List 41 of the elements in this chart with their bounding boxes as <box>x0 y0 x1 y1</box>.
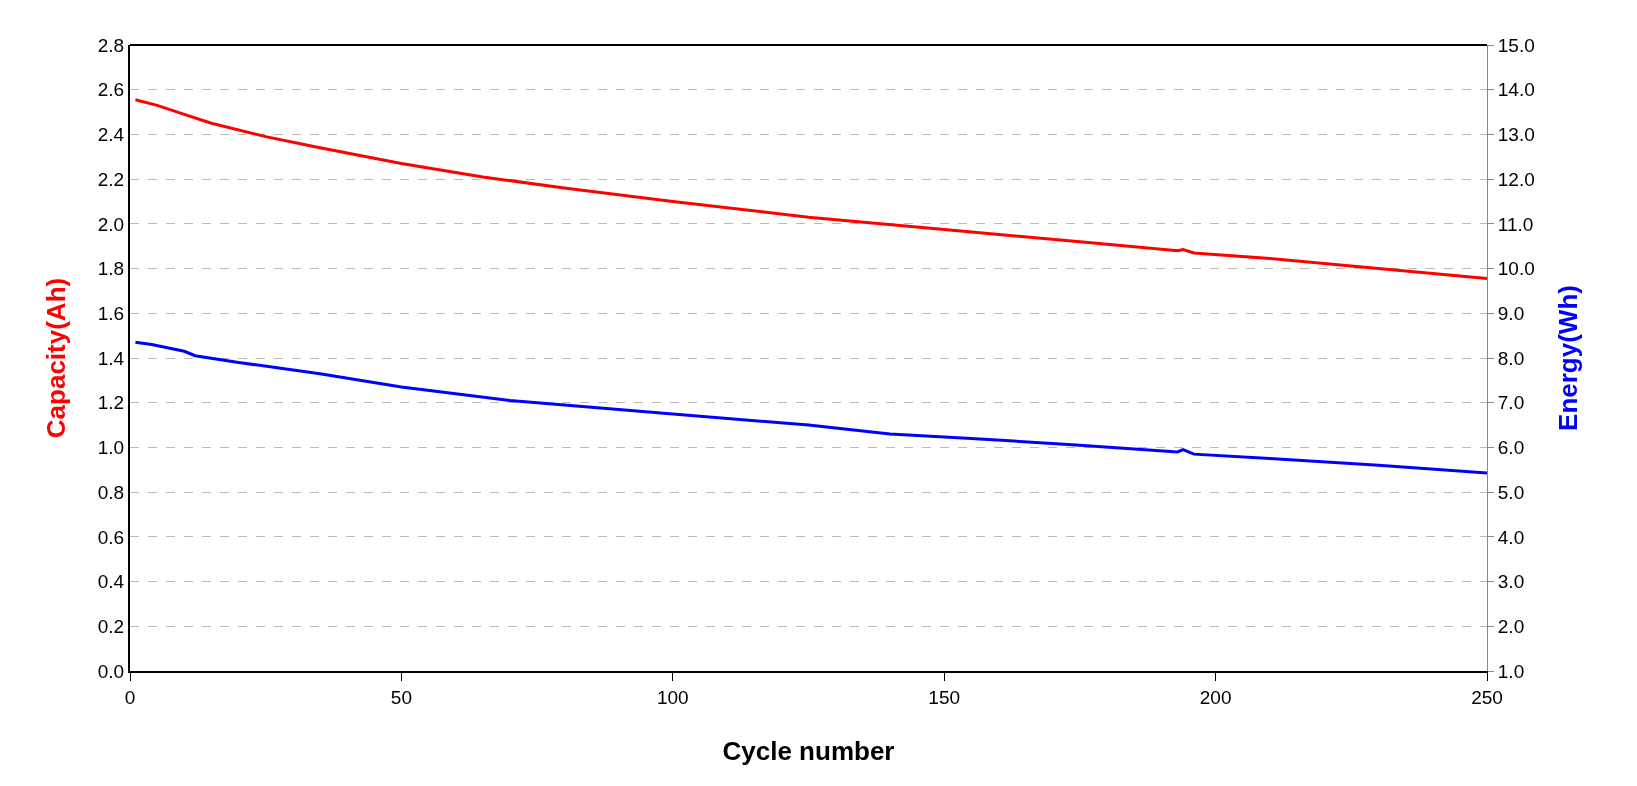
y-tick-label: 2.2 <box>97 168 125 190</box>
y-tick-label: 2.8 <box>97 34 125 56</box>
y-tick-label: 0.2 <box>97 615 125 637</box>
y2-tick-label: 15.0 <box>1497 34 1535 56</box>
y2-tick-label: 5.0 <box>1497 481 1525 503</box>
y-tick-label: 0.4 <box>97 571 125 593</box>
y2-tick-label: 11.0 <box>1497 213 1534 235</box>
x-tick-label: 100 <box>656 686 689 708</box>
y-tick-label: 1.4 <box>97 347 125 369</box>
y2-tick-label: 9.0 <box>1497 302 1525 324</box>
x-axis-title: Cycle number <box>722 736 895 766</box>
y2-tick-label: 4.0 <box>1497 526 1525 548</box>
y-tick-label: 1.0 <box>97 437 125 459</box>
y2-tick-label: 2.0 <box>1497 615 1525 637</box>
x-tick-label: 150 <box>928 686 961 708</box>
y2-tick-label: 7.0 <box>1497 392 1525 414</box>
y2-tick-label: 3.0 <box>1497 571 1525 593</box>
y-tick-label: 1.8 <box>97 258 125 280</box>
y2-tick-label: 8.0 <box>1497 347 1525 369</box>
y-tick-label: 2.4 <box>97 124 125 146</box>
y-tick-label: 0.0 <box>97 660 125 682</box>
line-series <box>133 340 1487 475</box>
y-tick-label: 0.6 <box>97 526 125 548</box>
y2-tick-label: 6.0 <box>1497 437 1525 459</box>
y2-tick-label: 12.0 <box>1497 168 1535 190</box>
x-tick-label: 50 <box>390 686 412 708</box>
y-axis-title: Capacity(Ah) <box>40 277 71 439</box>
line-series <box>133 98 1487 281</box>
y2-tick-label: 1.0 <box>1497 660 1525 682</box>
x-tick-label: 200 <box>1199 686 1232 708</box>
y2-tick-label: 10.0 <box>1497 258 1535 280</box>
y-tick-label: 1.6 <box>97 302 125 324</box>
y2-tick-label: 13.0 <box>1497 124 1535 146</box>
y-tick-label: 1.2 <box>97 392 125 414</box>
y-tick-label: 2.6 <box>97 79 125 101</box>
y-tick-label: 2.0 <box>97 213 125 235</box>
y2-axis-title: Energy(Wh) <box>1553 285 1584 431</box>
x-tick-label: 0 <box>124 686 136 708</box>
y-tick-label: 0.8 <box>97 481 125 503</box>
x-tick-label: 250 <box>1471 686 1503 708</box>
y2-tick-label: 14.0 <box>1497 79 1535 101</box>
